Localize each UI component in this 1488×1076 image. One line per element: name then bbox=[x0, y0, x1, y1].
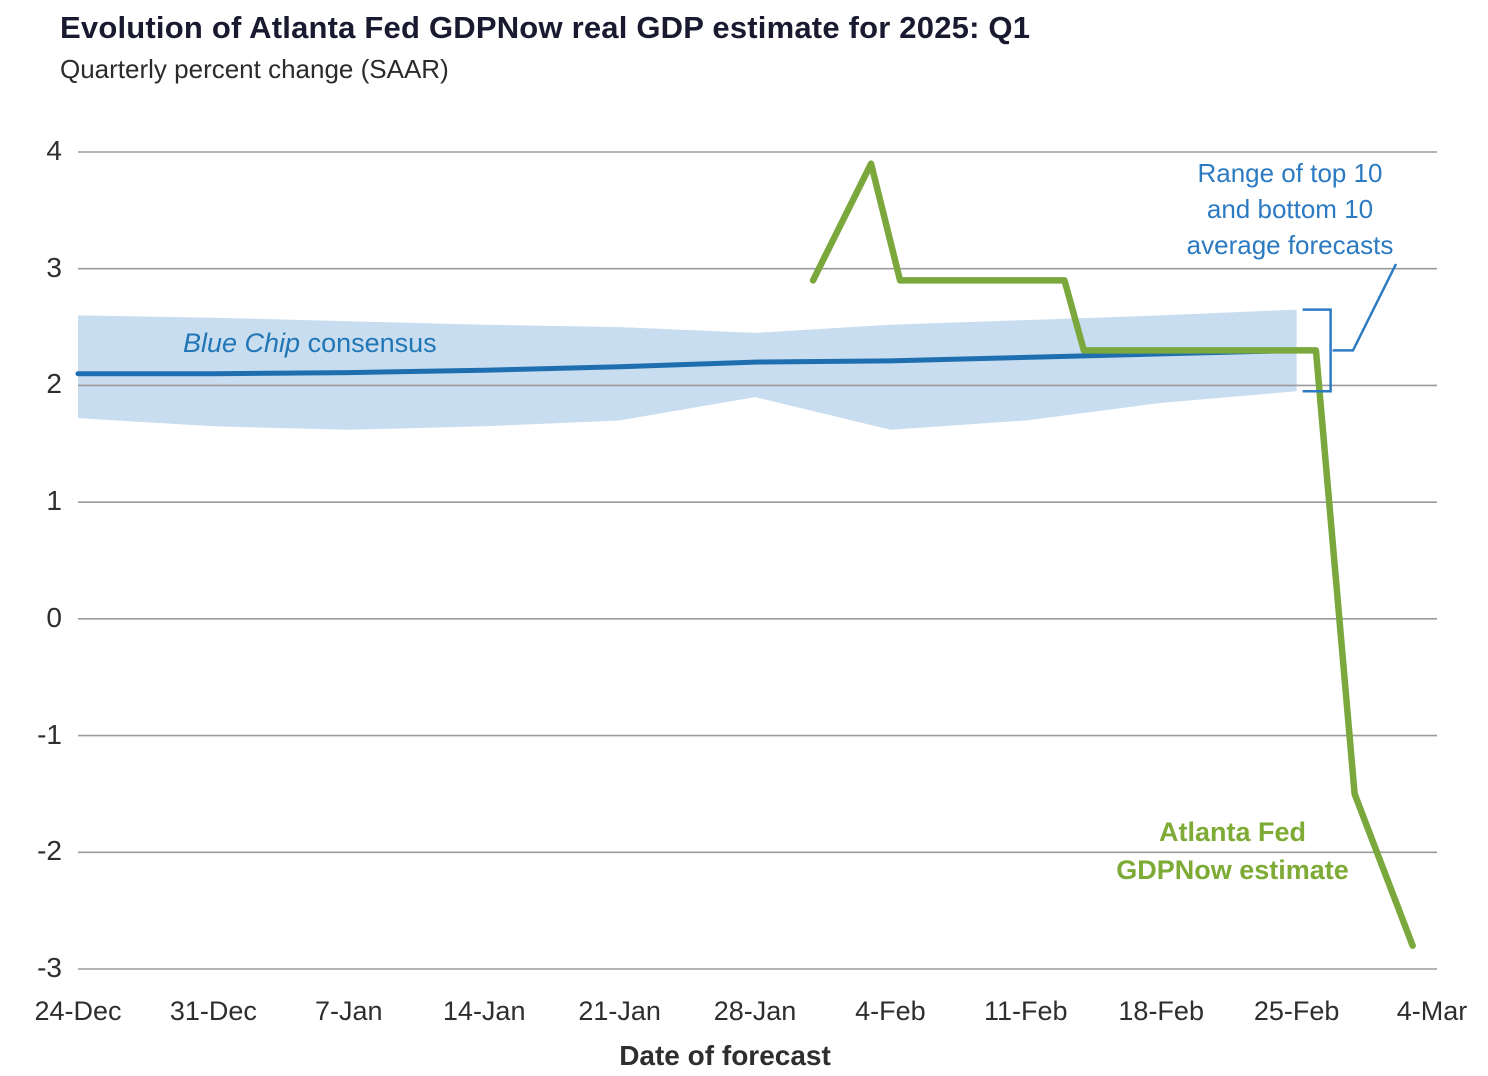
x-tick-21-Jan: 21-Jan bbox=[578, 996, 661, 1026]
x-tick-18-Feb: 18-Feb bbox=[1118, 996, 1204, 1026]
x-tick-31-Dec: 31-Dec bbox=[169, 996, 257, 1026]
x-axis-title: Date of forecast bbox=[619, 1040, 831, 1071]
blue-chip-annotation-italic: Blue Chip bbox=[183, 328, 301, 358]
x-tick-4-Mar: 4-Mar bbox=[1396, 996, 1468, 1026]
range-bracket bbox=[1302, 308, 1332, 393]
x-tick-24-Dec: 24-Dec bbox=[34, 996, 122, 1026]
x-tick-7-Jan: 7-Jan bbox=[315, 996, 383, 1026]
y-tick-1: 1 bbox=[46, 485, 62, 517]
gdpnow-annotation: Atlanta Fed GDPNow estimate bbox=[1116, 817, 1349, 885]
blue-chip-annotation: Blue Chip consensus bbox=[183, 328, 437, 359]
y-tick-3: 3 bbox=[46, 251, 62, 283]
blue-chip-annotation-rest: consensus bbox=[300, 328, 437, 358]
chart-subtitle: Quarterly percent change (SAAR) bbox=[60, 54, 449, 84]
range-annotation: Range of top 10 and bottom 10 average fo… bbox=[1186, 158, 1394, 260]
y-tick--1: -1 bbox=[37, 718, 62, 750]
x-tick-4-Feb: 4-Feb bbox=[855, 996, 926, 1026]
y-tick-2: 2 bbox=[46, 368, 62, 400]
forecast-range-band bbox=[78, 309, 1297, 430]
x-tick-28-Jan: 28-Jan bbox=[713, 996, 797, 1026]
range-annotation-connector bbox=[1332, 263, 1398, 352]
x-tick-25-Feb: 25-Feb bbox=[1253, 996, 1340, 1026]
x-tick-14-Jan: 14-Jan bbox=[442, 996, 526, 1026]
y-tick-4: 4 bbox=[46, 135, 62, 166]
chart-title: Evolution of Atlanta Fed GDPNow real GDP… bbox=[60, 10, 1031, 45]
y-tick-0: 0 bbox=[46, 601, 62, 633]
y-tick--3: -3 bbox=[37, 952, 62, 983]
x-tick-11-Feb: 11-Feb bbox=[984, 996, 1068, 1026]
y-tick--2: -2 bbox=[37, 835, 62, 867]
series-line-1 bbox=[809, 160, 1416, 949]
series-line-0 bbox=[75, 347, 1300, 377]
